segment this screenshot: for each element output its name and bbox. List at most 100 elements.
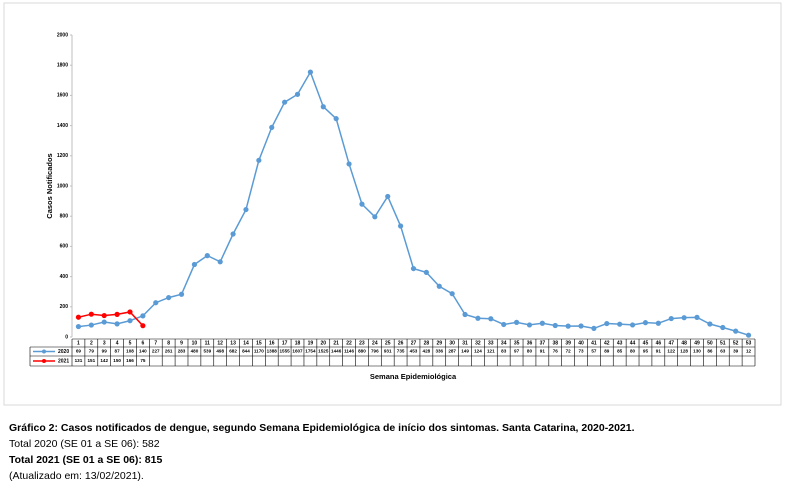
table-value: 1446 xyxy=(331,349,342,354)
series-marker xyxy=(720,324,726,331)
series-marker xyxy=(333,116,339,122)
x-tick-label: 33 xyxy=(488,340,494,346)
table-value: 57 xyxy=(591,349,597,354)
x-axis-title: Semana Epidemiológica xyxy=(370,372,457,381)
x-tick-label: 4 xyxy=(116,340,119,346)
x-tick-label: 27 xyxy=(411,340,417,346)
table-value: 1754 xyxy=(305,349,316,354)
caption-updated: (Atualizado em: 13/02/2021). xyxy=(9,470,144,482)
x-tick-label: 32 xyxy=(475,340,481,346)
x-tick-label: 51 xyxy=(720,340,726,346)
y-tick-label: 0 xyxy=(65,334,68,340)
table-value: 498 xyxy=(216,349,224,354)
x-tick-label: 31 xyxy=(462,340,468,346)
series-marker xyxy=(166,294,172,301)
series-marker xyxy=(230,231,236,237)
table-value: 76 xyxy=(553,349,559,354)
table-value: 1607 xyxy=(292,349,303,354)
y-tick-label: 200 xyxy=(60,304,69,310)
series-marker xyxy=(153,300,159,306)
series-marker xyxy=(539,320,545,326)
x-tick-label: 34 xyxy=(501,340,507,346)
table-value: 89 xyxy=(604,349,610,354)
x-tick-label: 6 xyxy=(141,340,144,346)
x-tick-label: 53 xyxy=(746,340,752,346)
series-marker xyxy=(423,269,429,275)
caption-total-2021: Total 2021 (SE 01 a SE 06): 815 xyxy=(9,454,163,466)
series-marker xyxy=(88,322,94,328)
x-tick-label: 38 xyxy=(552,340,558,346)
table-value: 142 xyxy=(100,358,108,363)
x-tick-label: 5 xyxy=(129,340,132,346)
series-marker xyxy=(591,325,597,331)
x-tick-label: 25 xyxy=(385,340,391,346)
x-tick-label: 29 xyxy=(436,340,442,346)
x-tick-label: 30 xyxy=(449,340,455,346)
x-tick-label: 9 xyxy=(180,340,183,346)
y-tick-label: 1800 xyxy=(57,63,68,69)
series-marker xyxy=(217,259,223,265)
table-value: 39 xyxy=(733,349,739,354)
table-value: 735 xyxy=(397,349,405,354)
x-tick-label: 28 xyxy=(424,340,430,346)
series-marker xyxy=(140,323,146,329)
series-marker xyxy=(269,124,275,131)
x-tick-label: 12 xyxy=(217,340,223,346)
x-tick-label: 2 xyxy=(90,340,93,346)
table-value: 1525 xyxy=(318,349,329,354)
series-marker xyxy=(526,322,533,328)
y-tick-label: 2000 xyxy=(57,32,68,38)
series-marker xyxy=(462,311,468,318)
y-tick-label: 1600 xyxy=(57,93,68,99)
y-tick-label: 1200 xyxy=(57,153,68,159)
legend-label: 2020 xyxy=(58,349,69,355)
table-value: 1146 xyxy=(344,349,354,354)
x-tick-label: 7 xyxy=(154,340,157,346)
table-value: 91 xyxy=(540,349,546,354)
x-tick-label: 40 xyxy=(578,340,584,346)
x-tick-label: 20 xyxy=(321,340,327,346)
series-marker xyxy=(191,261,198,268)
chart: Casos Notificados Semana Epidemiológica … xyxy=(3,2,782,406)
x-tick-label: 35 xyxy=(514,340,520,346)
series-marker xyxy=(475,315,481,321)
series-marker xyxy=(127,309,133,315)
table-value: 63 xyxy=(720,349,726,354)
x-tick-label: 8 xyxy=(167,340,170,346)
series-marker xyxy=(101,319,107,325)
legend-marker xyxy=(42,359,46,363)
table-value: 796 xyxy=(371,349,379,354)
series-marker xyxy=(75,323,82,330)
table-value: 931 xyxy=(384,349,392,354)
series-marker xyxy=(552,322,558,329)
series-marker xyxy=(604,320,610,327)
x-tick-label: 43 xyxy=(617,340,623,346)
x-tick-label: 26 xyxy=(398,340,404,346)
x-tick-label: 47 xyxy=(668,340,674,346)
series-marker xyxy=(745,332,752,338)
y-tick-label: 400 xyxy=(60,274,69,280)
series-marker xyxy=(398,223,404,229)
table-value: 12 xyxy=(746,349,752,354)
x-tick-label: 11 xyxy=(205,340,211,346)
series-marker xyxy=(488,316,494,322)
x-tick-label: 19 xyxy=(308,340,314,346)
y-tick-label: 1400 xyxy=(57,123,68,129)
table-value: 80 xyxy=(630,349,636,354)
table-value: 140 xyxy=(139,349,147,354)
table-value: 122 xyxy=(667,349,675,354)
table-value: 99 xyxy=(102,349,108,354)
table-value: 69 xyxy=(76,349,82,354)
table-value: 261 xyxy=(165,349,173,354)
series-marker xyxy=(178,291,185,297)
series-marker xyxy=(307,69,314,75)
series-marker xyxy=(501,321,507,328)
series-marker xyxy=(449,291,455,297)
y-tick-label: 800 xyxy=(60,214,69,220)
series-marker xyxy=(513,319,520,325)
table-value: 539 xyxy=(203,349,211,354)
table-value: 880 xyxy=(358,349,366,354)
x-tick-label: 16 xyxy=(269,340,275,346)
table-value: 73 xyxy=(578,349,584,354)
